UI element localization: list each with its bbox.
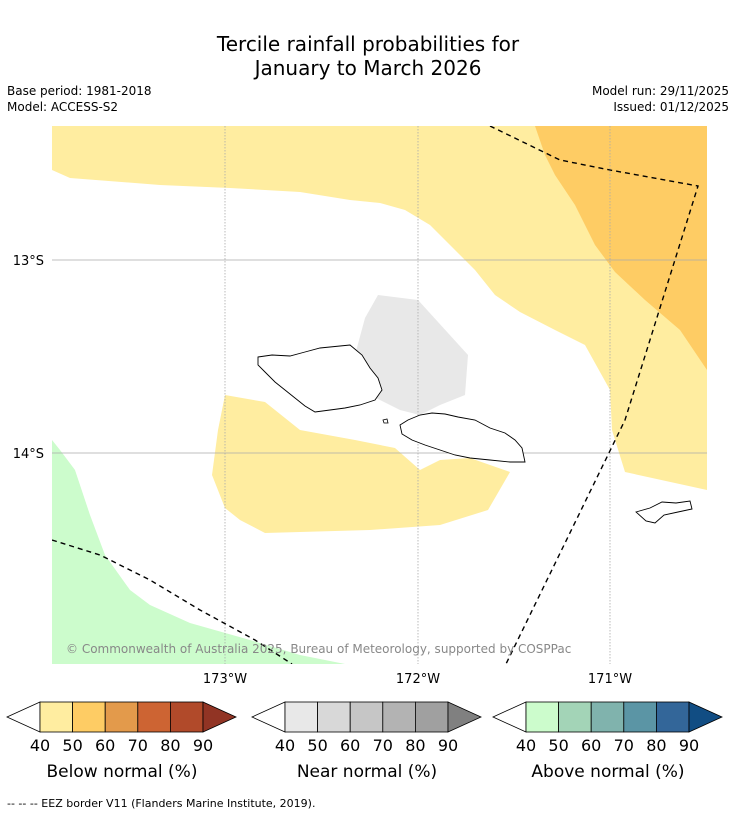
lon-label-171w: 171°W — [588, 672, 632, 687]
copyright-notice: © Commonwealth of Australia 2025, Bureau… — [66, 642, 571, 656]
eez-footnote: -- -- -- EEZ border V11 (Flanders Marine… — [7, 797, 316, 810]
colorbar-above-tick-label: 70 — [613, 736, 634, 755]
colorbar-above-segment — [590, 701, 625, 733]
colorbar-above-tick-label: 50 — [548, 736, 569, 755]
colorbar-above-tick-label: 90 — [678, 736, 700, 755]
colorbar-near-tick-label: 70 — [372, 736, 393, 755]
colorbar-below-tick-label: 40 — [29, 736, 51, 755]
upolu-island — [399, 412, 526, 463]
colorbar-above-min-arrow — [492, 701, 527, 733]
colorbar-above-segment — [558, 701, 592, 733]
map-canvas: © Commonwealth of Australia 2025, Bureau… — [13, 126, 707, 687]
colorbar-above-tick-label: 40 — [515, 736, 537, 755]
model-run: Model run: 29/11/2025 — [591, 84, 729, 98]
graticule — [52, 126, 707, 664]
eez-border-line-west — [52, 539, 293, 664]
title-line-2: January to March 2026 — [254, 56, 482, 80]
issued-date: Issued: 01/12/2025 — [613, 100, 729, 114]
legend-label-above-normal: Above normal (%) — [531, 762, 685, 782]
colorbar-below-max-arrow — [202, 701, 237, 733]
colorbar-near-tick-label: 80 — [405, 736, 426, 755]
colorbar-below-tick-label: 90 — [192, 736, 214, 755]
colorbar-near-segment — [349, 701, 384, 733]
colorbar-below-segment — [39, 701, 73, 733]
colorbar-below-segment — [72, 701, 106, 733]
manono-island — [382, 418, 389, 424]
lat-label-13s: 13°S — [13, 254, 44, 269]
colorbar-near-segment — [414, 701, 449, 733]
colorbar-below-tick-label: 80 — [160, 736, 181, 755]
colorbar-near-tick-label: 50 — [307, 736, 328, 755]
lon-label-172w: 172°W — [396, 672, 440, 687]
colorbar-below-tick-label: 60 — [95, 736, 116, 755]
model-name: Model: ACCESS-S2 — [7, 100, 119, 114]
eez-border-line-east — [489, 126, 699, 664]
colorbar-below-segment — [104, 701, 139, 733]
colorbar-near-tick-label: 60 — [340, 736, 361, 755]
colorbar-below-tick-label: 50 — [62, 736, 83, 755]
colorbar-above-segment — [525, 701, 559, 733]
colorbar-below-tick-label: 70 — [127, 736, 148, 755]
lon-label-173w: 173°W — [203, 672, 247, 687]
savaii-island — [257, 344, 383, 413]
colorbar-above-tick-label: 60 — [581, 736, 602, 755]
legend-label-below-normal: Below normal (%) — [46, 762, 198, 782]
near-normal-40-region — [355, 295, 468, 415]
colorbar-above-tick-label: 80 — [646, 736, 667, 755]
colorbar-below-min-arrow — [6, 701, 41, 733]
colorbar-above-max-arrow — [688, 701, 723, 733]
colorbar-near-normal — [251, 701, 482, 733]
colorbar-near-tick-label: 90 — [437, 736, 459, 755]
legend-label-near-normal: Near normal (%) — [296, 762, 438, 782]
colorbar-above-segment — [655, 701, 690, 733]
colorbar-near-segment — [317, 701, 351, 733]
above-normal-40-region — [52, 440, 345, 664]
colorbar-near-segment — [284, 701, 318, 733]
title-line-1: Tercile rainfall probabilities for — [216, 32, 520, 56]
base-period: Base period: 1981-2018 — [7, 84, 152, 98]
colorbar-above-segment — [623, 701, 657, 733]
below-normal-40-region-north — [52, 126, 707, 490]
colorbar-near-min-arrow — [251, 701, 286, 733]
eez-border — [52, 126, 699, 664]
colorbar-near-tick-label: 40 — [274, 736, 296, 755]
colorbar-below-segment — [137, 701, 171, 733]
colorbar-near-max-arrow — [447, 701, 482, 733]
lat-label-14s: 14°S — [13, 447, 44, 462]
below-normal-50-region-east — [535, 126, 707, 370]
colorbar-near-segment — [382, 701, 416, 733]
colorbar-below-segment — [169, 701, 204, 733]
tutuila-island — [635, 500, 693, 524]
colorbar-above-normal — [492, 701, 723, 733]
below-normal-40-region-south — [212, 395, 510, 533]
colorbar-below-normal — [6, 701, 237, 733]
